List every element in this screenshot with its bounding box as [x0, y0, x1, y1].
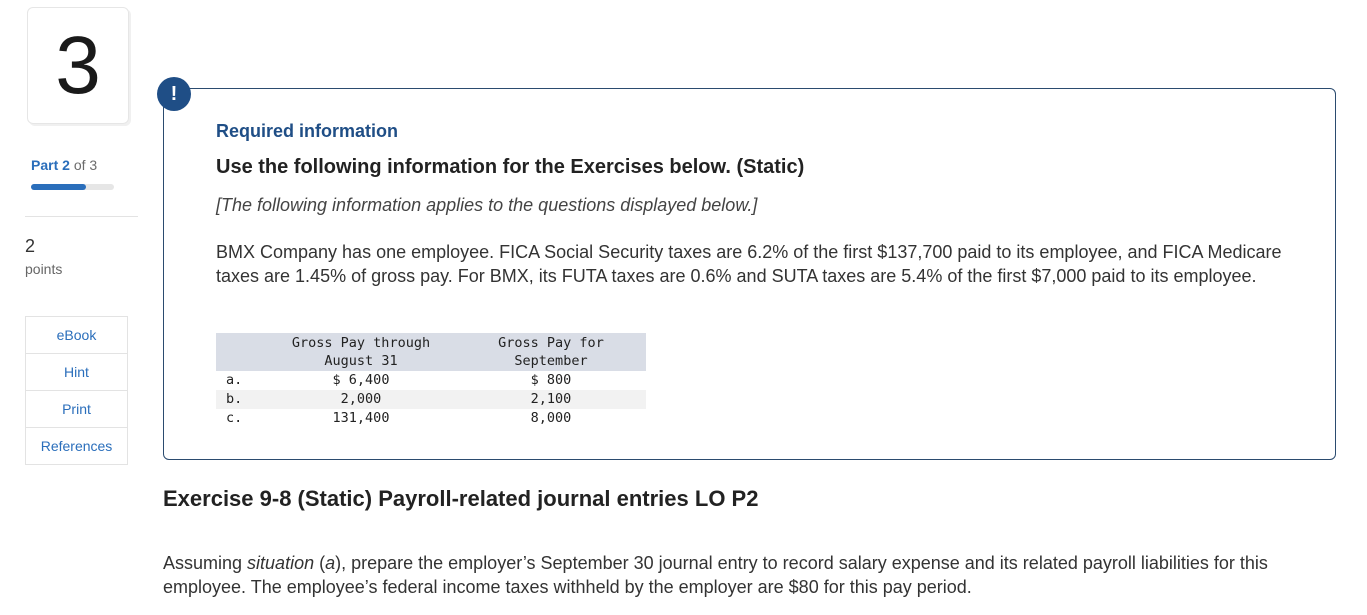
part-indicator: Part 2 of 3 — [31, 157, 97, 173]
header-aug: Gross Pay through August 31 — [266, 333, 456, 371]
sidebar-divider — [25, 216, 138, 217]
info-paragraph: BMX Company has one employee. FICA Socia… — [216, 242, 1282, 286]
instr-open: ( — [314, 553, 326, 573]
header-aug-line2: August 31 — [324, 353, 398, 369]
row-aug-value: $ 6,400 — [332, 372, 390, 388]
table-row: c. 131,400 8,000 — [216, 409, 646, 428]
required-info-title: Required information — [216, 121, 399, 141]
exercise-title: Exercise 9-8 (Static) Payroll-related jo… — [163, 486, 759, 511]
instr-start: Assuming — [163, 553, 248, 573]
instr-letter: a — [325, 553, 336, 573]
part-progress-fill — [31, 184, 87, 190]
exercise-instructions: Assuming situation (a), prepare the empl… — [163, 551, 1348, 599]
table-row: a. $ 6,400 $ 800 — [216, 371, 646, 390]
sidebar-buttons: eBook Hint Print References — [25, 316, 128, 465]
required-info-box — [163, 88, 1336, 460]
row-label: a. — [226, 372, 243, 388]
row-aug-value: 2,000 — [266, 390, 456, 409]
row-label: c. — [226, 410, 243, 426]
part-prefix: Part — [31, 157, 59, 173]
use-info-heading: Use the following information for the Ex… — [216, 156, 805, 178]
points-value: 2 — [25, 236, 36, 256]
header-sep: Gross Pay for September — [456, 333, 646, 371]
row-label: b. — [216, 390, 266, 409]
alert-icon: ! — [157, 77, 191, 111]
instr-situation: situation — [247, 553, 315, 573]
points-label: points — [25, 261, 63, 277]
part-total: of 3 — [73, 157, 98, 173]
table-row: b. 2,000 2,100 — [216, 390, 646, 409]
header-blank — [216, 333, 266, 371]
question-number: 3 — [27, 7, 129, 124]
row-sep-value: 2,100 — [456, 390, 646, 409]
applies-note: [The following information applies to th… — [216, 195, 758, 215]
row-sep-value: 8,000 — [530, 410, 572, 426]
row-sep-value: $ 800 — [530, 372, 572, 388]
header-aug-line1: Gross Pay through — [291, 335, 431, 351]
part-current: 2 — [62, 157, 70, 173]
part-progress-bar — [31, 184, 114, 190]
instr-rest: ), prepare the employer’s September 30 j… — [163, 553, 1268, 597]
pay-data-table: Gross Pay through August 31 Gross Pay fo… — [216, 333, 646, 428]
ebook-button[interactable]: eBook — [25, 316, 128, 353]
header-sep-line1: Gross Pay for — [498, 335, 604, 351]
header-sep-line2: September — [514, 353, 588, 369]
hint-button[interactable]: Hint — [25, 353, 128, 390]
print-button[interactable]: Print — [25, 390, 128, 427]
row-aug-value: 131,400 — [332, 410, 390, 426]
references-button[interactable]: References — [25, 427, 128, 465]
table-header-row: Gross Pay through August 31 Gross Pay fo… — [216, 333, 646, 371]
